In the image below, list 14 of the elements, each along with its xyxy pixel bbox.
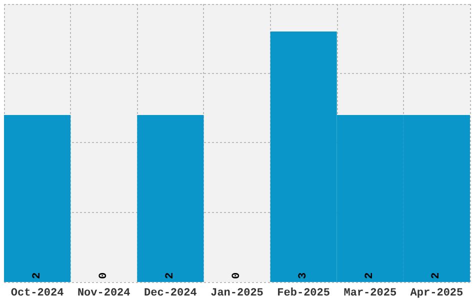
x-tick-label: Jan-2025 (210, 288, 264, 300)
x-tick-label: Feb-2025 (277, 288, 330, 300)
x-tick-label: Dec-2024 (144, 288, 198, 300)
data-label: 3 (298, 272, 310, 279)
x-tick-label: Oct-2024 (10, 288, 64, 300)
x-tick-label: Nov-2024 (77, 288, 131, 300)
data-label: 2 (364, 272, 376, 279)
data-label: 0 (231, 272, 243, 279)
data-label: 2 (164, 272, 176, 279)
data-label: 2 (430, 272, 443, 279)
data-label: 0 (98, 272, 110, 279)
x-tick-label: Apr-2025 (410, 288, 464, 300)
x-tick-label: Mar-2025 (344, 288, 397, 300)
data-label: 2 (31, 272, 44, 279)
